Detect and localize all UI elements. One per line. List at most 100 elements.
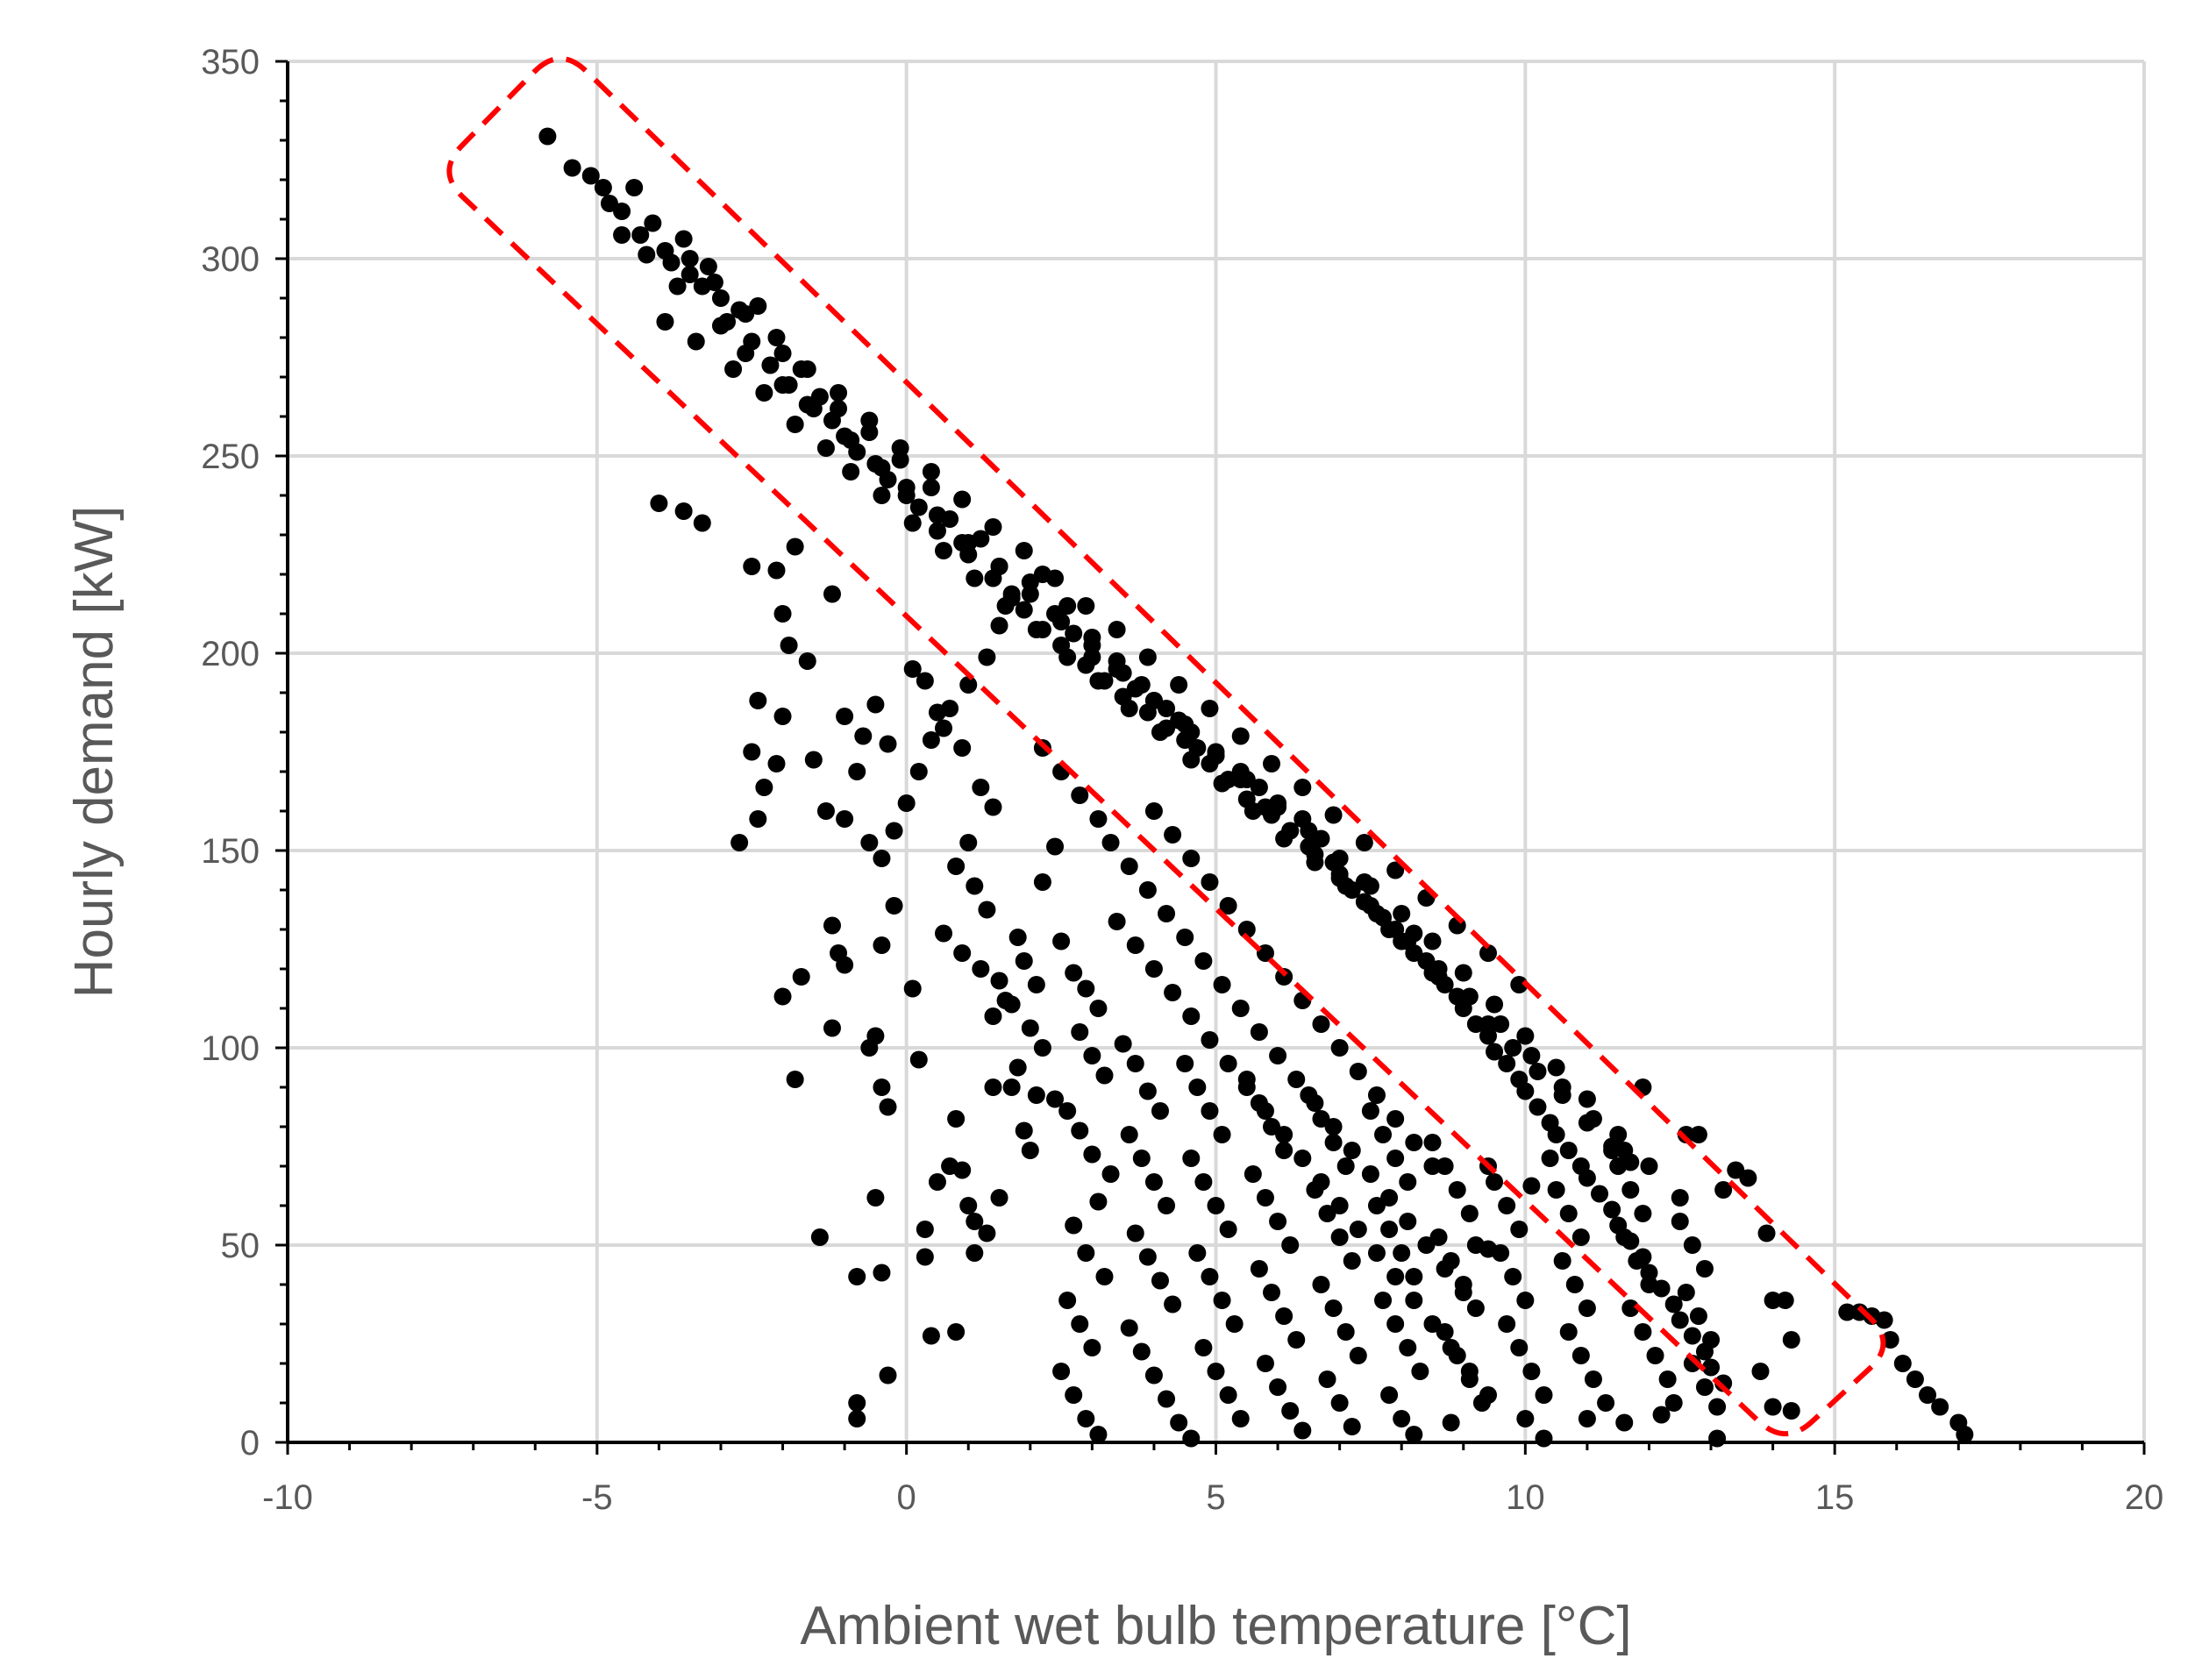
data-point [1559,1323,1578,1341]
data-point [959,676,978,694]
data-point [1144,692,1163,709]
data-point [1126,1224,1144,1242]
data-point [1454,992,1472,1009]
data-point [1330,1228,1349,1246]
data-point [798,652,816,670]
data-point [916,1221,934,1238]
data-point [1231,1000,1250,1017]
data-point [984,798,1002,816]
data-point [810,1228,829,1246]
data-point [1429,968,1448,986]
data-point [767,561,786,580]
data-point [1689,1307,1707,1325]
data-point [1634,1205,1652,1222]
data-point [1671,1189,1689,1207]
data-point [1144,1173,1163,1191]
data-point [786,1071,804,1088]
data-point [1405,944,1423,962]
data-point [1312,1015,1330,1033]
data-point [1052,932,1071,950]
data-point [1603,1200,1621,1219]
data-point [990,616,1008,635]
data-point [1077,1410,1095,1427]
data-point [947,1110,966,1128]
data-point [1609,1126,1628,1143]
data-point [1621,1299,1640,1317]
data-point [959,834,978,851]
data-point [953,490,972,509]
data-point [1237,771,1256,788]
data-point [1838,1303,1856,1321]
data-point [730,834,749,851]
data-point [1776,1292,1794,1309]
data-point [823,1019,841,1037]
data-point [1108,913,1126,930]
data-point [1764,1398,1782,1416]
data-point [1553,1252,1571,1270]
data-point [1281,1402,1300,1420]
y-tick-label: 250 [201,438,260,476]
data-point [1714,1181,1733,1199]
data-point [1355,893,1373,911]
axes [275,60,2146,1455]
data-point [1640,1276,1658,1293]
data-point [1219,1055,1237,1072]
data-point [1615,1228,1634,1246]
data-point [1646,1347,1664,1364]
data-point [1021,1019,1039,1037]
data-point [1436,1157,1454,1175]
data-point [1065,964,1083,982]
data-point [1287,1071,1306,1088]
data-point [1547,1126,1565,1143]
data-point [1492,1015,1510,1033]
data-point [1138,1248,1157,1266]
data-point [823,916,841,935]
data-point [1423,1315,1442,1333]
data-point [1330,1039,1349,1057]
data-point [767,755,786,772]
data-point [959,534,978,552]
data-point [922,1327,940,1345]
data-point [947,858,966,875]
data-point [613,203,631,220]
data-point [1695,1378,1714,1396]
x-tick-label: 5 [1206,1478,1225,1517]
data-point [674,230,693,248]
data-point [866,695,885,714]
data-point [1330,1394,1349,1412]
data-point [836,810,854,828]
data-point [1671,1311,1689,1329]
data-point [1559,1205,1578,1222]
data-point [1101,1165,1120,1183]
data-point [1405,1292,1423,1309]
data-point [1207,1363,1225,1380]
data-point [724,360,743,378]
data-point [903,660,922,678]
data-point [873,1264,891,1282]
data-point [816,802,835,820]
data-point [1164,826,1182,844]
data-point [1263,755,1281,772]
data-point [1405,1268,1423,1285]
data-point [594,179,612,196]
data-point [563,159,581,177]
data-point [1071,1023,1089,1041]
data-point [1677,1284,1695,1301]
data-point [1176,1055,1194,1072]
data-point [755,779,773,796]
data-point [1089,1426,1108,1443]
data-point [1529,1098,1547,1116]
data-point [1114,664,1132,682]
data-point [1535,1429,1553,1448]
data-point [711,289,730,307]
data-point [879,1098,897,1116]
data-point [1293,1421,1312,1440]
data-point [1956,1426,1974,1443]
data-point [1138,648,1157,666]
data-point [1664,1295,1683,1313]
data-point [1132,1342,1151,1361]
data-point [1158,1197,1176,1214]
data-point [922,731,940,749]
data-point [1083,1047,1101,1064]
